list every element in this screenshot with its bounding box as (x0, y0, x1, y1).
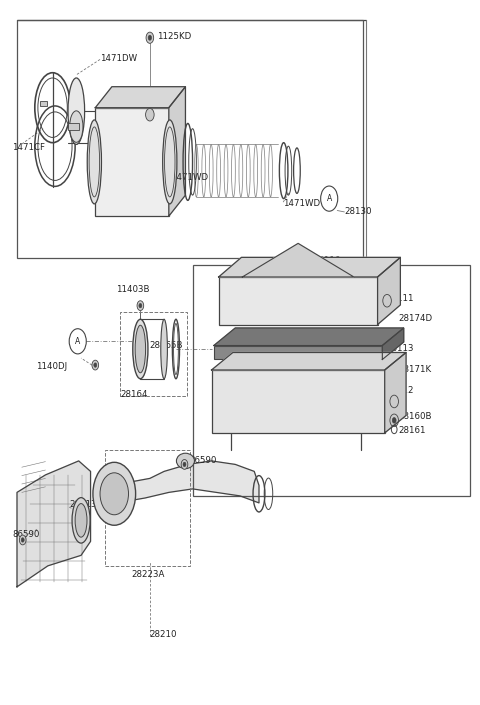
Text: 28111: 28111 (386, 294, 414, 303)
Text: 1125KD: 1125KD (157, 32, 191, 41)
Text: 28223A: 28223A (132, 570, 165, 579)
FancyBboxPatch shape (68, 123, 79, 130)
Ellipse shape (135, 325, 145, 373)
Circle shape (100, 473, 129, 515)
Circle shape (148, 35, 152, 40)
Circle shape (21, 538, 24, 542)
Ellipse shape (133, 319, 148, 379)
Text: 28165B: 28165B (150, 341, 183, 350)
Text: 28171K: 28171K (398, 364, 432, 374)
Text: 28174D: 28174D (398, 314, 432, 324)
Polygon shape (214, 328, 404, 345)
Circle shape (93, 462, 136, 525)
Text: 1471WD: 1471WD (283, 199, 320, 208)
Circle shape (392, 417, 396, 423)
Circle shape (92, 360, 98, 370)
Polygon shape (383, 328, 404, 360)
Ellipse shape (68, 78, 84, 145)
Polygon shape (169, 87, 185, 216)
Bar (96, 108, 169, 216)
Text: 28130: 28130 (344, 207, 372, 216)
Circle shape (390, 414, 398, 427)
Text: A: A (75, 337, 80, 346)
Circle shape (146, 32, 154, 43)
Text: 28161: 28161 (398, 427, 426, 436)
Text: 11403B: 11403B (116, 285, 150, 294)
Ellipse shape (72, 498, 90, 543)
Text: 1471WD: 1471WD (171, 173, 208, 182)
Text: 86590: 86590 (12, 530, 40, 539)
Polygon shape (17, 461, 91, 587)
Text: 86590: 86590 (190, 456, 217, 465)
Ellipse shape (177, 453, 194, 469)
Bar (192, 265, 470, 496)
Polygon shape (212, 352, 406, 370)
Circle shape (19, 535, 26, 545)
Polygon shape (219, 257, 400, 277)
Ellipse shape (163, 120, 177, 204)
Text: 28210: 28210 (150, 630, 177, 639)
Polygon shape (96, 87, 185, 108)
Circle shape (181, 460, 188, 470)
Text: A: A (326, 194, 332, 203)
Polygon shape (378, 257, 400, 324)
Circle shape (145, 109, 154, 121)
Ellipse shape (87, 120, 101, 204)
Text: 28110: 28110 (313, 257, 341, 265)
Text: 1140DJ: 1140DJ (36, 362, 67, 371)
Polygon shape (112, 461, 259, 503)
Bar (17, 20, 363, 258)
Text: 1471CF: 1471CF (12, 143, 45, 152)
Text: 1471DW: 1471DW (100, 54, 137, 63)
Circle shape (383, 295, 391, 307)
Ellipse shape (75, 503, 87, 537)
Ellipse shape (70, 111, 83, 142)
Text: 28112: 28112 (386, 386, 414, 396)
FancyBboxPatch shape (214, 345, 383, 360)
Text: 28213A: 28213A (69, 501, 103, 510)
Text: 28113: 28113 (386, 344, 414, 352)
Polygon shape (242, 243, 354, 277)
Polygon shape (384, 352, 406, 433)
Circle shape (390, 396, 398, 407)
FancyBboxPatch shape (219, 277, 378, 324)
Text: 28164: 28164 (120, 390, 148, 399)
Circle shape (94, 363, 97, 367)
FancyBboxPatch shape (40, 101, 48, 106)
Circle shape (183, 462, 186, 467)
Text: 28160B: 28160B (398, 412, 432, 422)
Ellipse shape (161, 319, 168, 379)
FancyBboxPatch shape (212, 370, 384, 433)
Circle shape (137, 301, 144, 310)
Circle shape (139, 303, 142, 308)
